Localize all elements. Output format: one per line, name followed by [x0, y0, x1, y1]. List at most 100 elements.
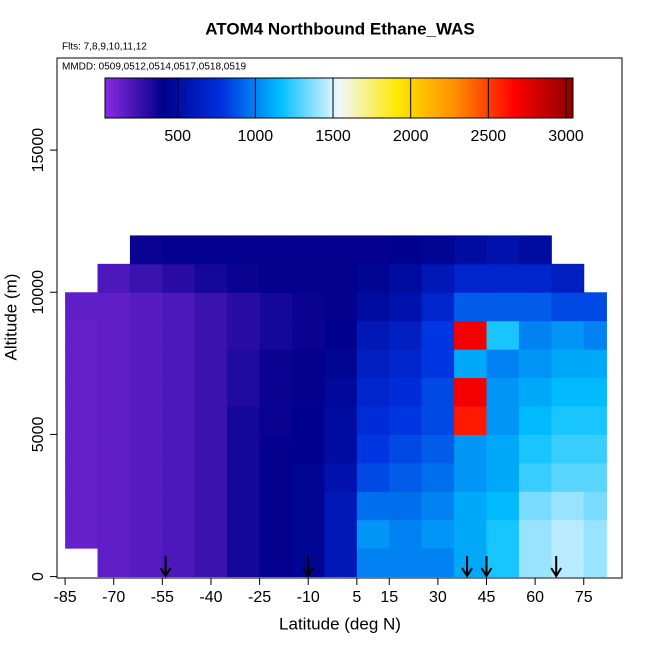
heat-cell — [583, 320, 607, 350]
heat-cell — [97, 519, 131, 549]
heat-cell — [194, 519, 228, 549]
heat-cell — [324, 405, 358, 435]
heat-cell — [292, 235, 325, 265]
heat-cell — [65, 320, 99, 350]
heat-cell — [194, 320, 228, 350]
heat-cell — [129, 405, 163, 435]
x-tick-label: 5 — [352, 589, 361, 606]
heat-cell — [292, 434, 325, 464]
heat-cell — [97, 548, 131, 578]
heat-cell — [162, 434, 196, 464]
heat-cell — [292, 320, 325, 350]
x-tick-label: -85 — [54, 589, 77, 606]
heat-cell — [583, 292, 607, 322]
heat-cell — [227, 263, 261, 293]
heat-cell — [227, 235, 261, 265]
heat-cell — [65, 405, 99, 435]
heat-cell — [486, 405, 520, 435]
heat-cell — [583, 519, 607, 549]
heat-cell — [129, 462, 163, 492]
heat-cell — [162, 491, 196, 521]
heat-cell — [486, 434, 520, 464]
heat-cell — [389, 263, 423, 293]
heat-cell — [551, 519, 585, 549]
arrow — [480, 556, 493, 578]
colorbar-tick-label: 2000 — [393, 128, 429, 145]
heat-cell — [324, 349, 358, 379]
heat-cell — [454, 292, 488, 322]
heat-cell — [324, 434, 358, 464]
heat-cell — [518, 462, 552, 492]
heat-cell — [129, 292, 163, 322]
heat-cell — [227, 377, 261, 407]
heat-cell — [421, 462, 455, 492]
heat-cell — [486, 235, 520, 265]
heat-cell — [583, 349, 607, 379]
heat-cell — [129, 434, 163, 464]
heat-cell — [259, 235, 293, 265]
heat-cell — [227, 349, 261, 379]
heat-cell — [292, 377, 325, 407]
heat-cell — [518, 491, 552, 521]
heat-cell — [518, 405, 552, 435]
heat-cell — [259, 263, 293, 293]
heat-cell — [129, 235, 163, 265]
heat-cell — [486, 292, 520, 322]
y-tick-label: 0 — [30, 572, 47, 581]
heat-cell — [551, 434, 585, 464]
heat-cell — [227, 491, 261, 521]
heat-cell — [162, 519, 196, 549]
heat-cell — [227, 320, 261, 350]
x-tick-label: 15 — [380, 589, 398, 606]
heat-cell — [129, 320, 163, 350]
heat-cell — [324, 263, 358, 293]
arrow-head — [461, 567, 473, 578]
heat-cell — [227, 548, 261, 578]
heat-cell — [356, 349, 390, 379]
heat-cell — [65, 462, 99, 492]
heat-cell — [65, 434, 99, 464]
heat-cell — [259, 405, 293, 435]
heat-cell — [162, 263, 196, 293]
heat-cell — [551, 263, 585, 293]
colorbar-tick-label: 3000 — [548, 128, 584, 145]
heat-cell — [389, 462, 423, 492]
heat-cell — [227, 292, 261, 322]
heat-cell — [551, 405, 585, 435]
heat-cell — [259, 320, 293, 350]
heat-cell — [162, 349, 196, 379]
heat-cell — [356, 434, 390, 464]
x-tick-label: 60 — [526, 589, 544, 606]
heat-cell — [518, 434, 552, 464]
heat-cell — [389, 491, 423, 521]
heat-cell — [454, 462, 488, 492]
heat-cell — [486, 462, 520, 492]
arrow-head — [550, 567, 563, 578]
heat-cell — [259, 349, 293, 379]
heat-cell — [259, 434, 293, 464]
heat-cell — [356, 519, 390, 549]
heat-cell — [194, 491, 228, 521]
heat-cell — [97, 377, 131, 407]
heat-cell — [97, 491, 131, 521]
heat-cell — [97, 292, 131, 322]
heat-cell — [292, 491, 325, 521]
arrow-head — [302, 567, 315, 578]
y-tick-label: 10000 — [30, 270, 47, 315]
x-tick-label: -55 — [151, 589, 174, 606]
heat-cell — [324, 462, 358, 492]
heat-cell — [65, 519, 99, 549]
heat-cell — [356, 405, 390, 435]
heat-cell — [389, 519, 423, 549]
heat-cell — [292, 405, 325, 435]
heat-cell — [421, 235, 455, 265]
heat-cell — [324, 519, 358, 549]
heat-cell — [454, 377, 488, 407]
heat-cell — [324, 377, 358, 407]
heat-cell — [421, 548, 455, 578]
heat-cell — [486, 491, 520, 521]
heat-cell — [227, 405, 261, 435]
heat-cell — [97, 320, 131, 350]
heat-cell — [129, 519, 163, 549]
heat-cell — [162, 405, 196, 435]
